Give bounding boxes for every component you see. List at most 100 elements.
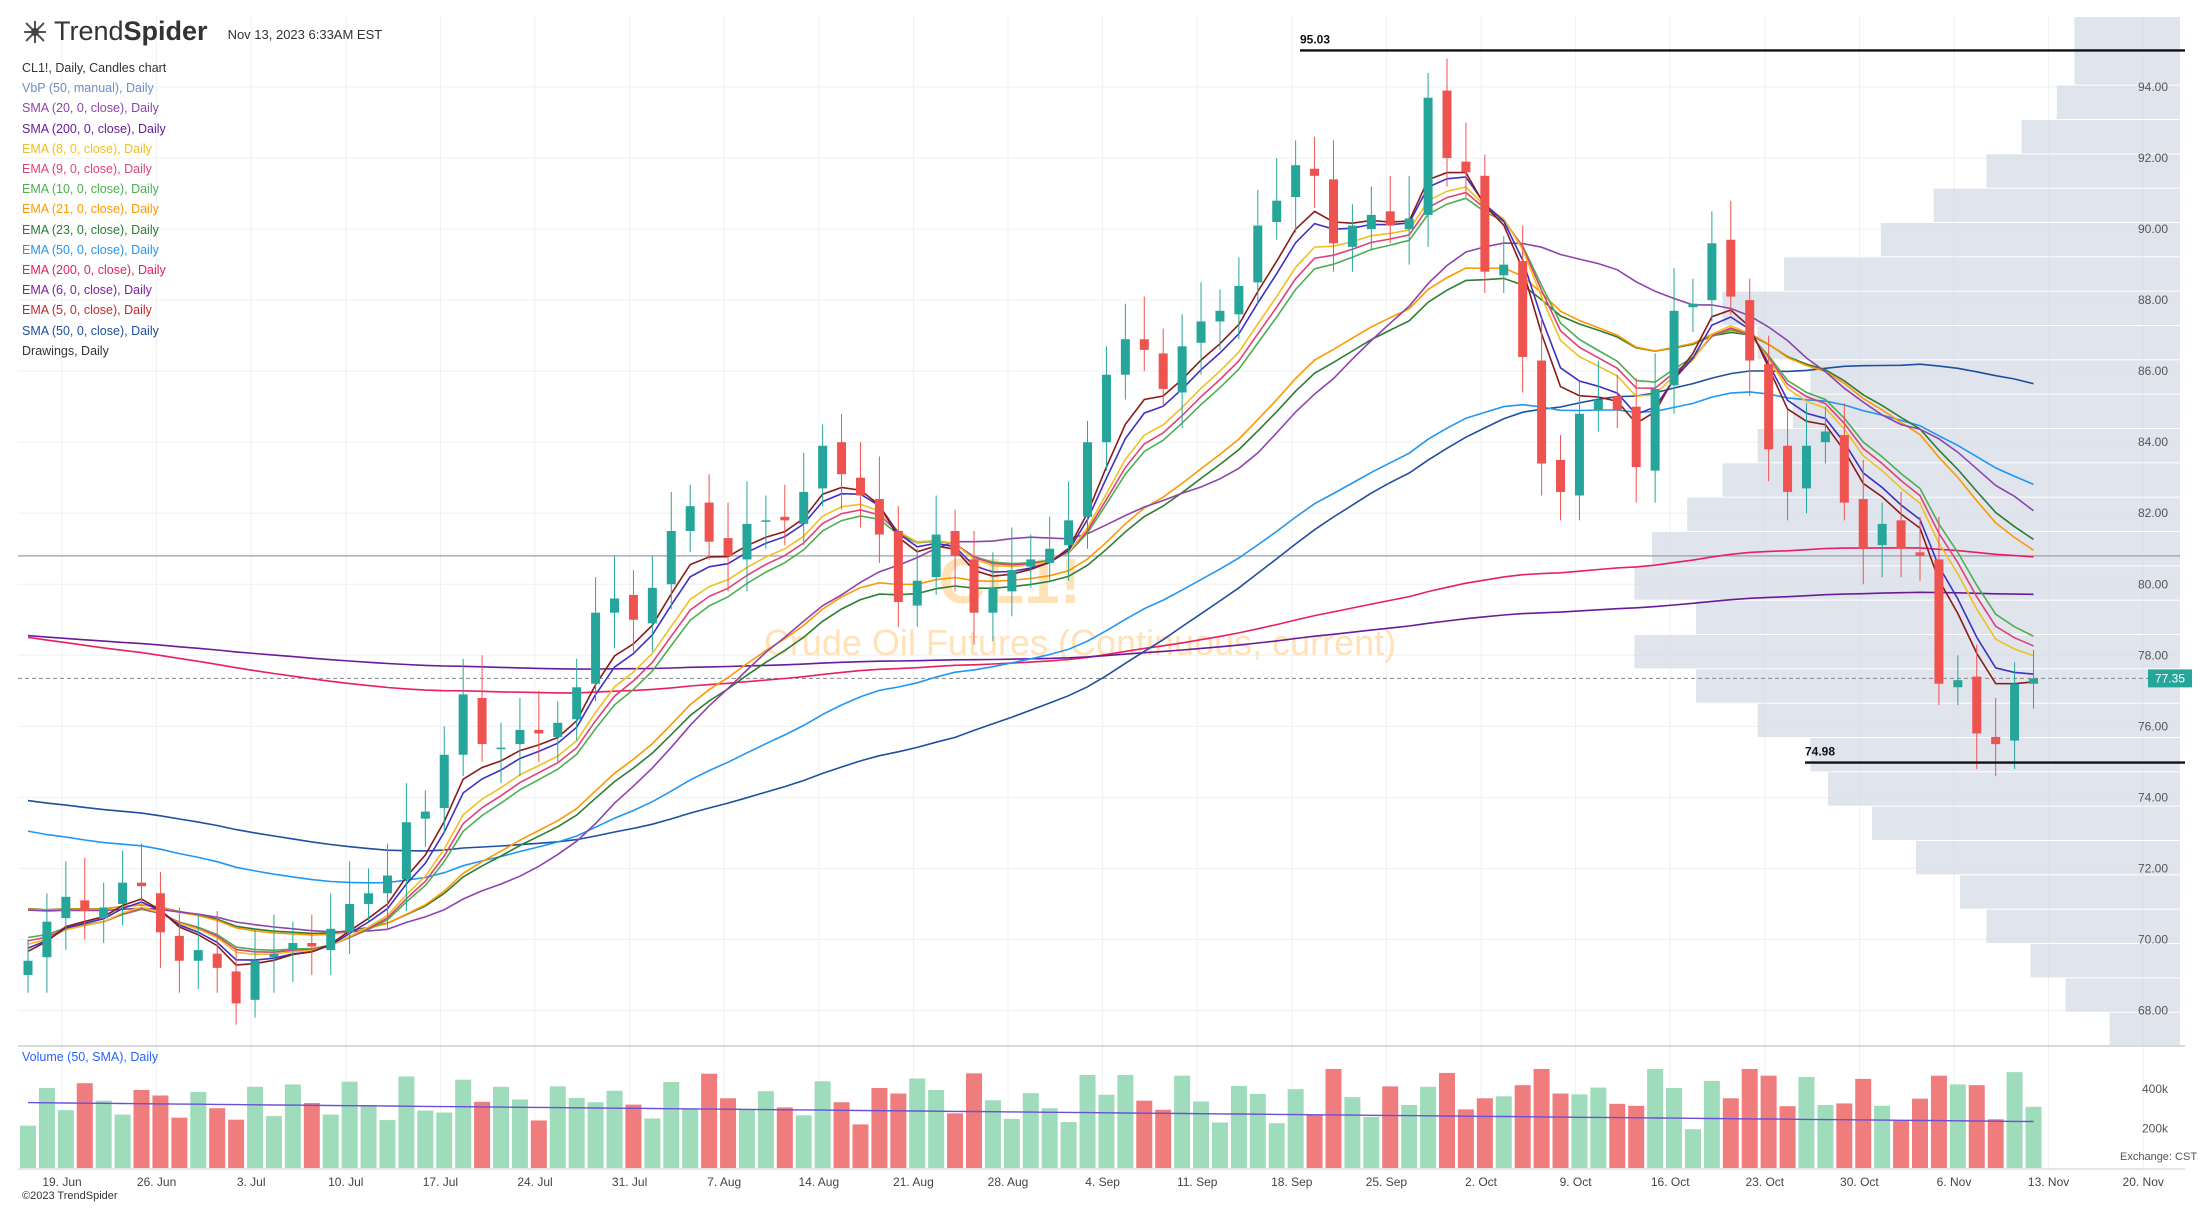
x-tick-label: 30. Oct — [1840, 1175, 1879, 1189]
candle-body — [1347, 225, 1357, 247]
candle — [761, 495, 771, 549]
candle-body — [1026, 559, 1036, 567]
candle-body — [666, 531, 676, 585]
candle — [458, 658, 468, 777]
legend-item[interactable]: SMA (50, 0, close), Daily — [22, 323, 159, 338]
volume-bar — [455, 1079, 472, 1168]
legend-item[interactable]: EMA (6, 0, close), Daily — [22, 283, 152, 298]
volume-bar — [701, 1073, 718, 1168]
legend-item[interactable]: EMA (8, 0, close), Daily — [22, 141, 152, 156]
candle-body — [231, 971, 241, 1004]
legend-item[interactable]: SMA (200, 0, close), Daily — [22, 121, 166, 136]
candle-body — [704, 502, 714, 542]
candle — [1839, 403, 1849, 521]
volume-bar — [1495, 1096, 1512, 1168]
candle — [137, 843, 147, 904]
candle — [818, 424, 828, 507]
candle-body — [1139, 339, 1149, 350]
volume-bar — [871, 1087, 888, 1168]
volume-bar — [171, 1117, 188, 1168]
candle-body — [193, 950, 203, 961]
x-tick-label: 4. Sep — [1085, 1175, 1120, 1189]
volume-pane: 200k 400k — [18, 1068, 2185, 1170]
candle — [1480, 154, 1490, 294]
candle-body — [1612, 396, 1622, 411]
candle — [723, 502, 733, 592]
volume-bar — [209, 1108, 226, 1168]
candle-body — [647, 587, 657, 624]
candle-body — [1310, 168, 1320, 176]
volume-bar — [1533, 1068, 1550, 1168]
candle-body — [1726, 239, 1736, 297]
x-tick-label: 18. Sep — [1271, 1175, 1313, 1189]
brand-light: Trend — [54, 16, 124, 46]
candle-body — [364, 893, 374, 904]
legend-item[interactable]: EMA (21, 0, close), Daily — [22, 202, 159, 217]
volume-tick-label: 400k — [2142, 1082, 2169, 1096]
legend-item[interactable]: EMA (9, 0, close), Daily — [22, 162, 152, 177]
y-tick-label: 72.00 — [2138, 861, 2168, 875]
volume-bar — [95, 1100, 112, 1168]
candle — [647, 555, 657, 652]
candle — [42, 893, 52, 993]
candle — [1442, 58, 1452, 187]
x-tick-label: 31. Jul — [612, 1175, 647, 1189]
volume-bar — [1949, 1084, 1966, 1168]
candle-body — [1007, 570, 1017, 592]
candle-body — [1801, 445, 1811, 489]
candle-body — [818, 445, 828, 489]
level-label: 95.03 — [1300, 32, 1330, 46]
legend-item[interactable]: EMA (10, 0, close), Daily — [22, 182, 159, 197]
legend-item[interactable]: EMA (200, 0, close), Daily — [22, 263, 166, 278]
candle-body — [1083, 442, 1093, 517]
candle — [364, 868, 374, 922]
x-tick-label: 23. Oct — [1745, 1175, 1784, 1189]
volume-bar — [1968, 1085, 1985, 1168]
candle-body — [307, 943, 317, 947]
candle-body — [1064, 520, 1074, 546]
annotations[interactable]: 95.03 74.98 — [1300, 32, 2185, 764]
volume-bar — [1230, 1085, 1247, 1168]
legend-item[interactable]: Drawings, Daily — [22, 343, 109, 358]
volume-bar — [1268, 1123, 1285, 1168]
candle-body — [1177, 346, 1187, 393]
candle-body — [1858, 499, 1868, 549]
candle — [666, 491, 676, 610]
candle — [174, 907, 184, 993]
legend-item[interactable]: VbP (50, manual), Daily — [22, 81, 154, 96]
legend-item[interactable]: EMA (23, 0, close), Daily — [22, 222, 159, 237]
volume-bar — [720, 1098, 737, 1168]
legend-item[interactable]: EMA (50, 0, close), Daily — [22, 242, 159, 257]
candle-body — [477, 697, 487, 745]
candle — [326, 893, 336, 975]
candle — [1120, 303, 1130, 400]
exchange-label: Exchange: CST — [2120, 1151, 2198, 1163]
candle — [1423, 72, 1433, 247]
volume-bar — [1249, 1093, 1266, 1168]
volume-bar — [852, 1124, 869, 1168]
candle — [496, 722, 506, 784]
candle — [1726, 200, 1736, 315]
candle — [23, 939, 33, 993]
last-price-badge — [2148, 669, 2192, 688]
candle-body — [42, 921, 52, 958]
candle-body — [2029, 678, 2039, 684]
volume-bar — [493, 1086, 509, 1168]
volume-bar — [436, 1112, 453, 1168]
candle — [1896, 491, 1906, 578]
candle — [1347, 204, 1357, 272]
candle — [704, 474, 714, 560]
candle — [1801, 403, 1811, 514]
volume-bar — [757, 1091, 774, 1168]
candle — [610, 555, 620, 649]
legend-item[interactable]: EMA (5, 0, close), Daily — [22, 303, 152, 318]
vbp-bar — [1986, 909, 2180, 943]
candle — [1253, 190, 1263, 304]
vbp-bar — [1634, 566, 2180, 600]
candle-body — [799, 491, 809, 524]
volume-bar — [2006, 1072, 2023, 1168]
volume-bar — [776, 1107, 793, 1168]
volume-bar — [1287, 1089, 1304, 1168]
legend-item[interactable]: SMA (20, 0, close), Daily — [22, 101, 159, 116]
